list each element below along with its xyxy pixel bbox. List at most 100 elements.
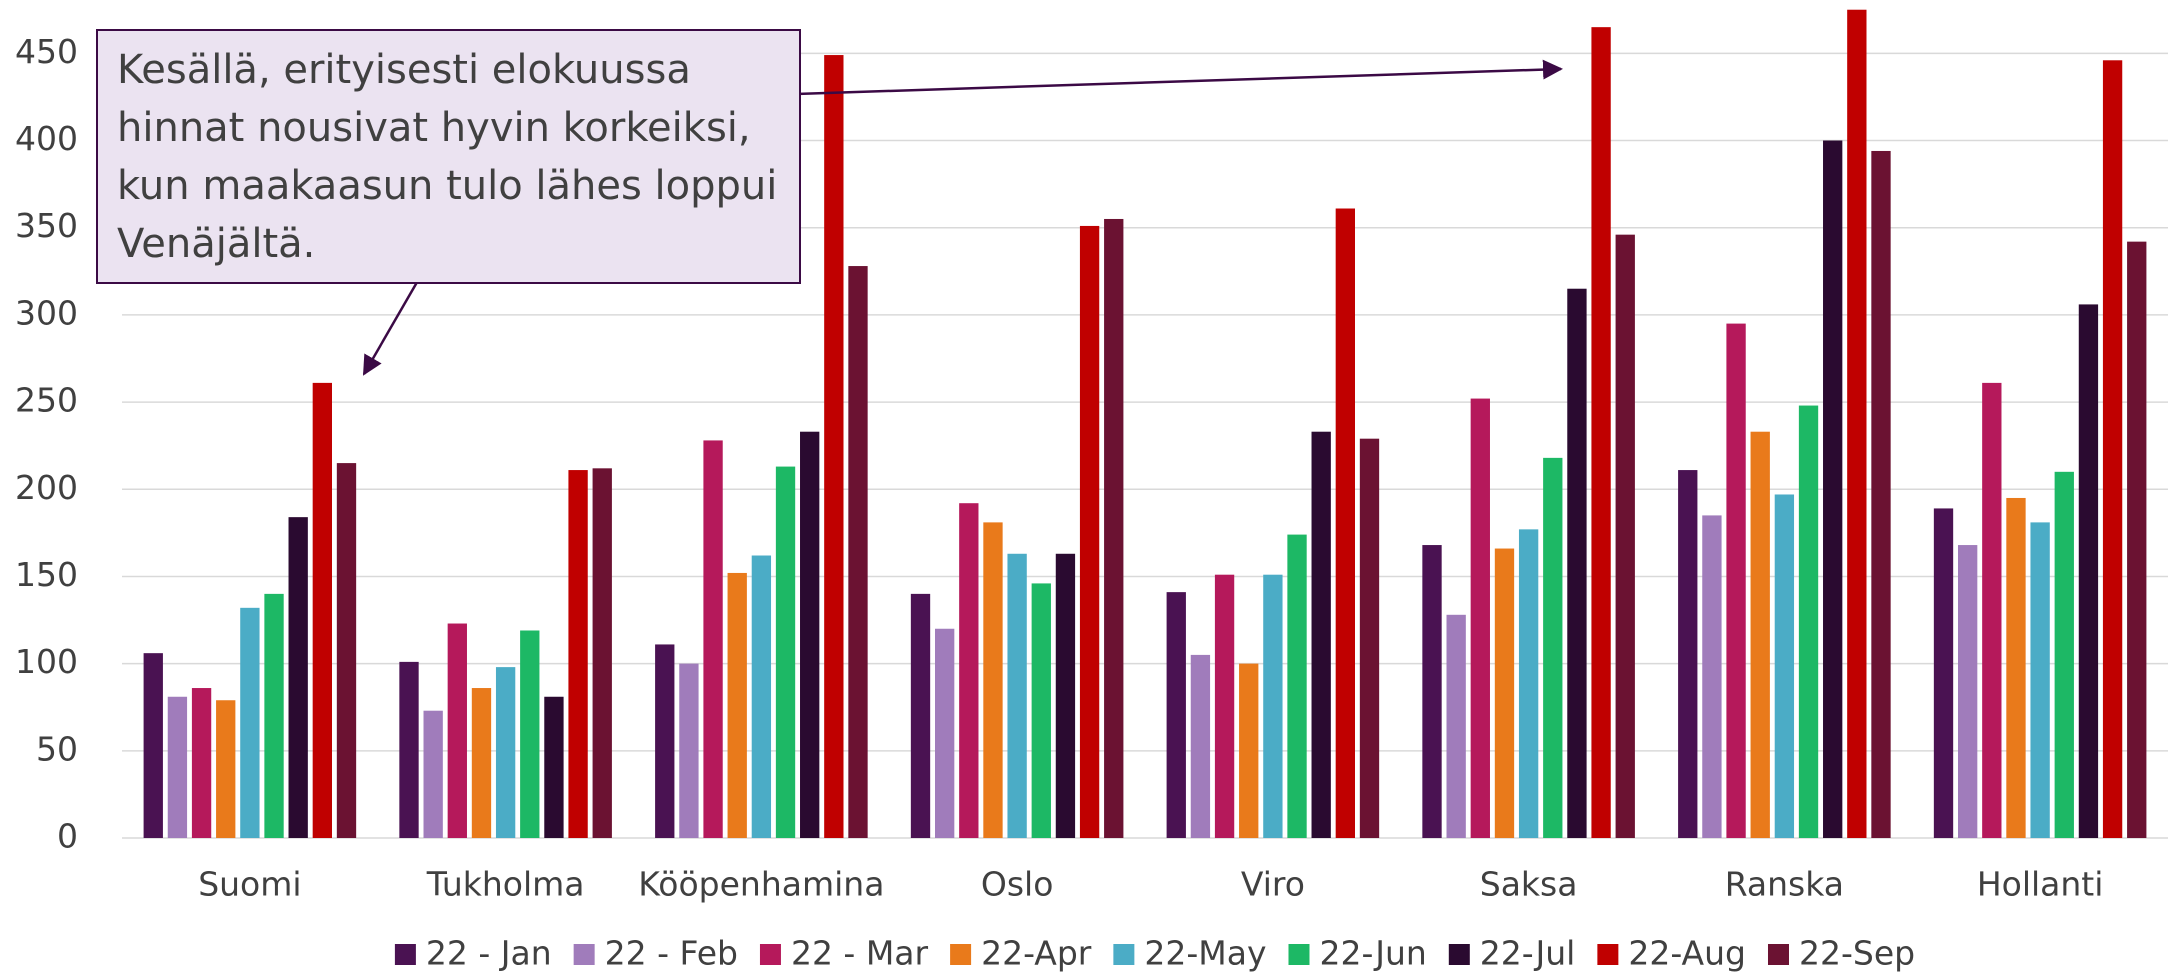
annotation-text: Venäjältä. xyxy=(117,221,315,267)
legend-swatch xyxy=(573,944,595,965)
bar xyxy=(1079,225,1100,839)
bar xyxy=(1933,508,1954,838)
legend-item: 22 - Jan xyxy=(394,934,552,973)
x-tick-label: Tukholma xyxy=(426,865,585,904)
bar xyxy=(775,466,796,838)
bar xyxy=(824,55,844,838)
y-tick-label: 50 xyxy=(36,729,78,768)
bar xyxy=(240,607,260,838)
bar xyxy=(1750,431,1770,838)
bar xyxy=(1494,548,1515,838)
bar xyxy=(312,382,332,838)
legend-item: 22-Jul xyxy=(1448,934,1575,973)
arrow xyxy=(362,276,422,376)
legend-swatch xyxy=(950,944,972,965)
x-tick-label: Hollanti xyxy=(1977,865,2104,904)
bar xyxy=(1470,398,1490,838)
bar xyxy=(1615,234,1635,839)
bar xyxy=(1702,515,1722,838)
legend-label: 22-Jun xyxy=(1319,934,1426,973)
bar xyxy=(983,522,1003,838)
bar xyxy=(1567,288,1587,838)
bar xyxy=(1422,545,1442,838)
y-tick-label: 350 xyxy=(15,206,78,245)
bar xyxy=(167,696,188,838)
bar xyxy=(1847,9,1867,838)
bar xyxy=(655,644,675,838)
bar xyxy=(471,688,492,838)
y-tick-label: 150 xyxy=(15,555,78,594)
y-tick-label: 450 xyxy=(15,32,78,71)
bar xyxy=(1798,405,1819,838)
bar xyxy=(679,663,699,838)
arrow xyxy=(795,59,1563,96)
bar xyxy=(399,661,419,838)
y-tick-label: 400 xyxy=(15,119,78,158)
bar xyxy=(848,266,868,838)
x-tick-label: Viro xyxy=(1241,865,1305,904)
bar xyxy=(1446,614,1466,838)
bar xyxy=(1335,208,1355,839)
legend-item: 22-May xyxy=(1113,934,1266,973)
bar xyxy=(592,468,612,838)
y-tick-label: 0 xyxy=(57,817,78,856)
legend-label: 22 - Feb xyxy=(605,934,738,973)
y-tick-label: 250 xyxy=(15,381,78,420)
legend-item: 22-Aug xyxy=(1597,934,1746,973)
bar xyxy=(935,628,955,838)
bar xyxy=(1031,583,1051,838)
bar xyxy=(288,517,308,838)
bar xyxy=(1823,140,1843,838)
legend-label: 22-Apr xyxy=(981,934,1092,973)
bar xyxy=(1007,553,1027,838)
bar xyxy=(2054,471,2074,838)
legend-swatch xyxy=(1448,944,1470,965)
bar xyxy=(1311,431,1331,838)
legend-label: 22-May xyxy=(1144,934,1266,973)
bar xyxy=(1263,574,1283,838)
legend-label: 22 - Jan xyxy=(426,934,552,973)
legend-label: 22-Aug xyxy=(1628,934,1746,973)
bar xyxy=(1104,218,1124,838)
bar xyxy=(703,440,723,838)
bar xyxy=(336,463,357,838)
bar xyxy=(520,630,540,838)
bar xyxy=(1543,457,1563,838)
annotation-text: Kesällä, erityisesti elokuussa xyxy=(117,47,691,93)
bar xyxy=(1726,323,1746,838)
bar xyxy=(751,555,772,838)
bar xyxy=(264,593,284,838)
x-tick-label: Ranska xyxy=(1725,865,1844,904)
legend-swatch xyxy=(1767,944,1789,965)
annotation-box xyxy=(96,29,801,284)
bar xyxy=(1982,382,2002,838)
bar xyxy=(1166,592,1186,838)
legend-item: 22-Sep xyxy=(1767,934,1915,973)
y-tick-label: 100 xyxy=(15,642,78,681)
bar xyxy=(2006,497,2026,838)
y-tick-label: 200 xyxy=(15,468,78,507)
bar xyxy=(1055,553,1076,838)
bar xyxy=(423,710,443,838)
bar xyxy=(1239,663,1259,838)
bar xyxy=(216,700,236,838)
annotation-text: hinnat nousivat hyvin korkeiksi, xyxy=(117,105,751,151)
bar xyxy=(1871,150,1891,838)
legend-item: 22 - Mar xyxy=(759,934,929,973)
bar xyxy=(727,572,747,838)
bar xyxy=(495,667,516,838)
legend-swatch xyxy=(1288,944,1310,965)
x-tick-label: Saksa xyxy=(1480,865,1578,904)
bar xyxy=(1774,494,1795,838)
legend-swatch xyxy=(759,944,781,965)
legend-swatch xyxy=(394,944,416,965)
bar xyxy=(1214,574,1235,838)
bar xyxy=(568,470,588,838)
bar xyxy=(2102,60,2123,839)
x-tick-label: Kööpenhamina xyxy=(638,865,884,904)
bar xyxy=(910,593,931,838)
bar xyxy=(143,653,163,838)
annotation-text: kun maakaasun tulo lähes loppui xyxy=(117,163,777,209)
legend-label: 22 - Mar xyxy=(791,934,929,973)
bar xyxy=(2127,241,2147,838)
